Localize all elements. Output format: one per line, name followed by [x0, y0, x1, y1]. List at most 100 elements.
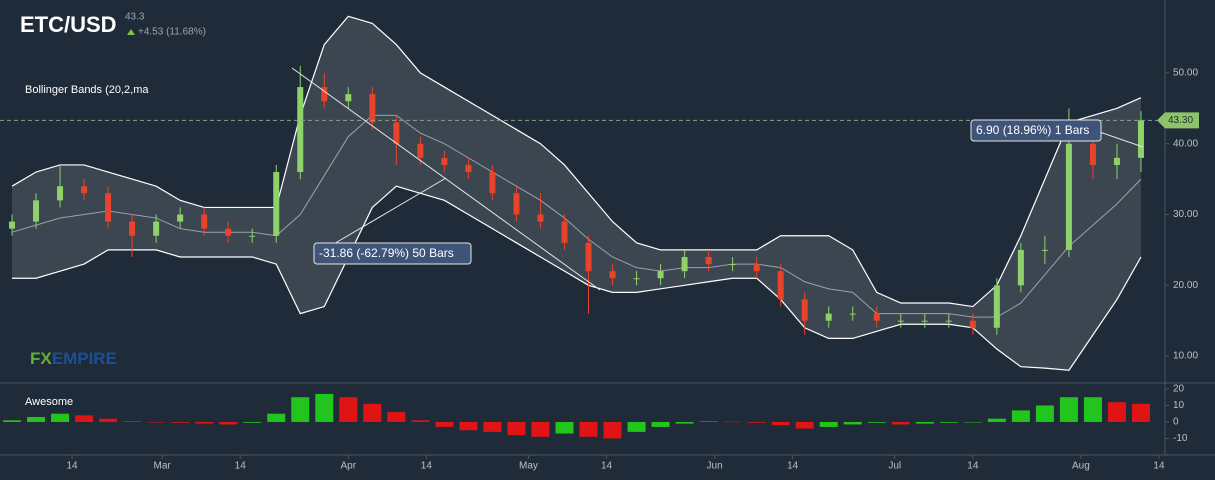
- last-price-header: 43.3: [125, 12, 145, 23]
- oscillator-bar: [867, 421, 886, 423]
- oscillator-bar: [195, 421, 214, 424]
- measure-box: [970, 119, 1102, 142]
- oscillator-bar: [411, 420, 430, 422]
- up-arrow: [127, 29, 135, 35]
- y-tick-label: 50.00: [1173, 68, 1198, 79]
- candle-body: [993, 285, 1000, 328]
- candle-body: [1089, 143, 1096, 165]
- candle-body: [33, 200, 40, 222]
- measure-label: 6.90 (18.96%) 1 Bars: [976, 123, 1089, 137]
- oscillator-bar: [891, 421, 910, 425]
- oscillator-bar: [75, 415, 94, 422]
- oscillator-bar: [1107, 402, 1126, 422]
- change: +4.53 (11.68%): [138, 27, 206, 38]
- candle-body: [1137, 120, 1144, 158]
- x-tick-label: 14: [1153, 461, 1165, 472]
- band-upper: [11, 15, 1142, 308]
- oscillator-bar: [267, 413, 286, 422]
- x-tick-label: Mar: [154, 461, 172, 472]
- candle-body: [657, 271, 664, 279]
- y-tick-label: -10: [1173, 433, 1188, 444]
- candle-body: [537, 214, 544, 222]
- oscillator-bar: [843, 421, 862, 425]
- measure-connector: [331, 177, 447, 246]
- measure-line: [291, 67, 601, 291]
- oscillator-bar: [435, 421, 454, 427]
- candle-body: [825, 313, 832, 321]
- candle-body: [753, 264, 760, 272]
- candle-body: [345, 94, 352, 102]
- oscillator-bar: [315, 393, 334, 422]
- candle-body: [177, 214, 184, 222]
- oscillator-bar: [507, 421, 526, 436]
- candle-body: [1065, 143, 1072, 250]
- oscillator-bar: [603, 421, 622, 439]
- y-tick-label: 10: [1173, 400, 1185, 411]
- candle-body: [369, 94, 376, 123]
- x-tick-label: 14: [235, 461, 247, 472]
- oscillator-bar: [819, 421, 838, 427]
- oscillator-bar: [1059, 397, 1078, 422]
- indicator-label: Bollinger Bands (20,2,ma: [25, 84, 149, 96]
- y-tick-label: 20: [1173, 384, 1185, 395]
- candle-body: [393, 122, 400, 144]
- oscillator-bar: [987, 418, 1006, 422]
- candle-body: [81, 186, 88, 194]
- candle-body: [297, 87, 304, 173]
- y-tick-label: 20.00: [1173, 280, 1198, 291]
- oscillator-bar: [99, 418, 118, 422]
- x-tick-label: Aug: [1072, 461, 1090, 472]
- oscillator-bar: [123, 421, 142, 422]
- last-price-badge: [1157, 112, 1199, 129]
- measure-label: -31.86 (-62.79%) 50 Bars: [319, 246, 454, 260]
- oscillator-bar: [675, 421, 694, 424]
- x-tick-label: Jun: [707, 461, 723, 472]
- y-tick-label: 0: [1173, 417, 1179, 428]
- oscillator-bar: [771, 421, 790, 426]
- watermark-fx: FX: [30, 349, 52, 368]
- candle-body: [441, 157, 448, 165]
- oscillator-bar: [939, 421, 958, 423]
- x-tick-label: 14: [421, 461, 433, 472]
- candle-body: [729, 264, 736, 266]
- x-tick-label: Apr: [341, 461, 357, 472]
- y-tick-label: 10.00: [1173, 351, 1198, 362]
- y-tick-label: 40.00: [1173, 138, 1198, 149]
- candle-body: [897, 320, 904, 322]
- oscillator-bar: [627, 421, 646, 432]
- oscillator-bar: [339, 397, 358, 422]
- oscillator-bar: [147, 421, 166, 423]
- band-fill: [12, 16, 1141, 371]
- oscillator-bar: [291, 397, 310, 422]
- watermark: FXEMPIRE: [30, 349, 117, 368]
- candle-body: [777, 271, 784, 300]
- candle-body: [609, 271, 616, 279]
- oscillator-bar: [27, 417, 46, 422]
- oscillator-bar: [795, 421, 814, 429]
- x-tick-label: 14: [66, 461, 78, 472]
- candle-body: [921, 320, 928, 322]
- oscillator-bar: [1083, 397, 1102, 422]
- candle-body: [489, 172, 496, 194]
- candle-body: [129, 221, 136, 236]
- oscillator-bar: [1035, 405, 1054, 422]
- watermark-empire: EMPIRE: [52, 349, 117, 368]
- oscillator-bar: [459, 421, 478, 431]
- band-middle: [11, 114, 1142, 318]
- candle-body: [57, 186, 64, 201]
- candle-body: [1041, 249, 1048, 251]
- candle-body: [801, 299, 808, 321]
- candle-body: [1017, 249, 1024, 286]
- oscillator-bar: [651, 421, 670, 427]
- candle-body: [873, 313, 880, 321]
- oscillator-bar: [963, 421, 982, 423]
- oscillator-bar: [363, 403, 382, 422]
- oscillator-bar: [219, 421, 238, 425]
- x-tick-label: May: [519, 461, 538, 472]
- candle-body: [321, 87, 328, 102]
- measure-box: [313, 242, 472, 265]
- candle-body: [849, 313, 856, 315]
